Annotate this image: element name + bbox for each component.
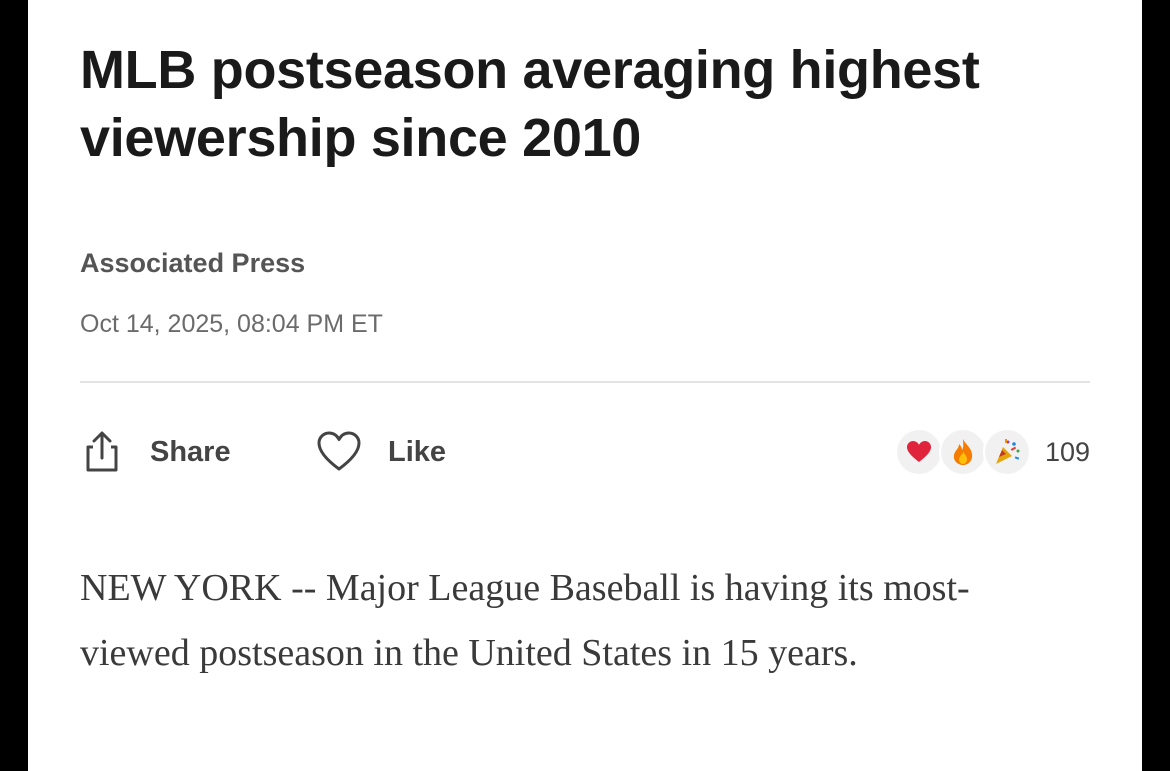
article-byline[interactable]: Associated Press [80,248,306,278]
like-label: Like [388,435,447,468]
fire-icon [938,428,987,476]
article-card: MLB postseason averaging highest viewers… [28,0,1142,771]
red-heart-icon [894,428,943,476]
share-button[interactable]: Share [80,426,231,478]
party-popper-icon [982,428,1031,476]
reactions-summary[interactable]: 109 [894,426,1090,478]
action-bar: Share Like [80,426,1090,478]
article-headline: MLB postseason averaging highest viewers… [80,40,980,168]
share-label: Share [150,435,231,468]
divider [80,381,1090,383]
article: MLB postseason averaging highest viewers… [80,36,1090,674]
article-body: NEW YORK -- Major League Baseball is hav… [80,567,970,674]
article-timestamp: Oct 14, 2025, 08:04 PM ET [80,310,383,338]
share-icon [86,431,118,472]
like-button[interactable]: Like [316,426,446,478]
heart-outline-icon [317,431,361,471]
reaction-count: 109 [1044,436,1090,467]
